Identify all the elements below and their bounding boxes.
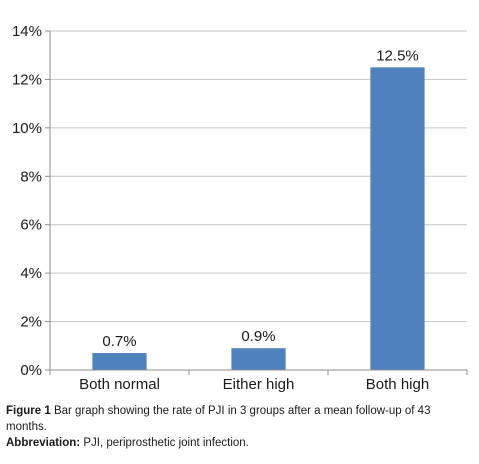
bar-value-label: 12.5% <box>376 47 419 64</box>
abbreviation-text: PJI, periprosthetic joint infection. <box>83 437 249 449</box>
bar <box>92 353 147 370</box>
y-tick-label: 14% <box>12 23 42 40</box>
figure-label: Figure 1 <box>6 405 51 417</box>
y-tick-label: 8% <box>20 168 42 185</box>
y-tick-label: 12% <box>12 71 42 88</box>
bar <box>231 348 286 370</box>
bar-value-label: 0.9% <box>241 328 275 345</box>
figure-caption-text: Bar graph showing the rate of PJI in 3 g… <box>6 405 431 433</box>
y-tick-label: 10% <box>12 120 42 137</box>
category-label: Both normal <box>79 376 160 393</box>
y-tick-label: 2% <box>20 314 42 331</box>
bars <box>92 67 425 371</box>
data-labels: 0.7% 0.9% 12.5% <box>102 47 418 350</box>
category-label: Either high <box>223 376 295 393</box>
abbreviation-label: Abbreviation: <box>6 437 81 449</box>
x-axis-category-labels: Both normal Either high Both high <box>79 376 429 393</box>
figure-caption: Figure 1 Bar graph showing the rate of P… <box>6 403 472 451</box>
bar <box>370 67 425 371</box>
bar-value-label: 0.7% <box>102 333 136 350</box>
chart-canvas: 0% 2% 4% 6% 8% 10% 12% 14% Both normal Either hi… <box>12 23 468 393</box>
y-tick-label: 6% <box>20 217 42 234</box>
gridlines <box>50 30 467 323</box>
category-label: Both high <box>366 376 429 393</box>
figure-caption-line: Figure 1 Bar graph showing the rate of P… <box>6 403 472 435</box>
bar-chart: 0% 2% 4% 6% 8% 10% 12% 14% Both normal Either hi… <box>12 23 468 393</box>
y-tick-label: 0% <box>20 362 42 379</box>
axes <box>45 30 468 375</box>
abbreviation-line: Abbreviation: PJI, periprosthetic joint … <box>6 435 472 451</box>
y-axis-tick-labels: 0% 2% 4% 6% 8% 10% 12% 14% <box>12 23 42 379</box>
y-tick-label: 4% <box>20 265 42 282</box>
